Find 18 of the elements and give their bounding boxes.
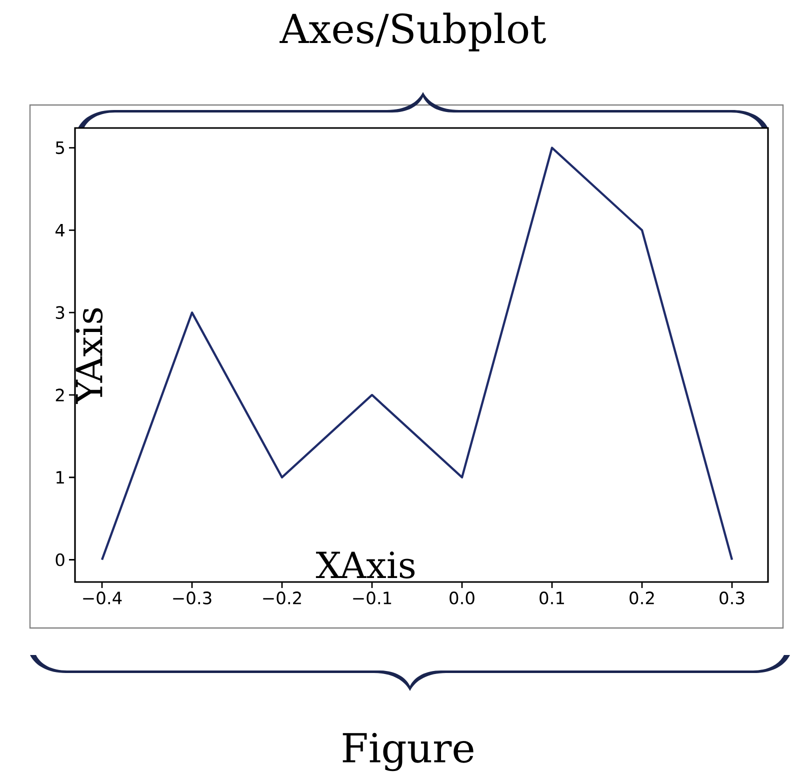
x-tick-label: 0.3 bbox=[720, 592, 744, 604]
y-tick-label: 2 bbox=[56, 388, 64, 402]
y-tick-label: 5 bbox=[56, 141, 64, 154]
text: Figure bbox=[342, 732, 474, 772]
text: Axes/Subplot bbox=[280, 12, 546, 52]
x-tick-label: −0.3 bbox=[173, 592, 212, 604]
y-axis-title: YAxis bbox=[76, 308, 103, 404]
y-tick-label: 1 bbox=[56, 471, 64, 484]
x-tick-label: −0.4 bbox=[83, 592, 122, 604]
y-tick-label: 0 bbox=[56, 553, 64, 566]
x-tick-label: 0.1 bbox=[540, 592, 564, 604]
y-tick-label: 4 bbox=[55, 224, 65, 236]
x-tick-label: −0.2 bbox=[263, 592, 301, 604]
x-tick-label: −0.1 bbox=[353, 592, 392, 604]
x-tick-label: 0.2 bbox=[630, 592, 654, 604]
y-tick-label: 3 bbox=[56, 306, 64, 319]
x-tick-label: 0.0 bbox=[450, 592, 474, 604]
x-axis-title: XAxis bbox=[316, 551, 415, 578]
